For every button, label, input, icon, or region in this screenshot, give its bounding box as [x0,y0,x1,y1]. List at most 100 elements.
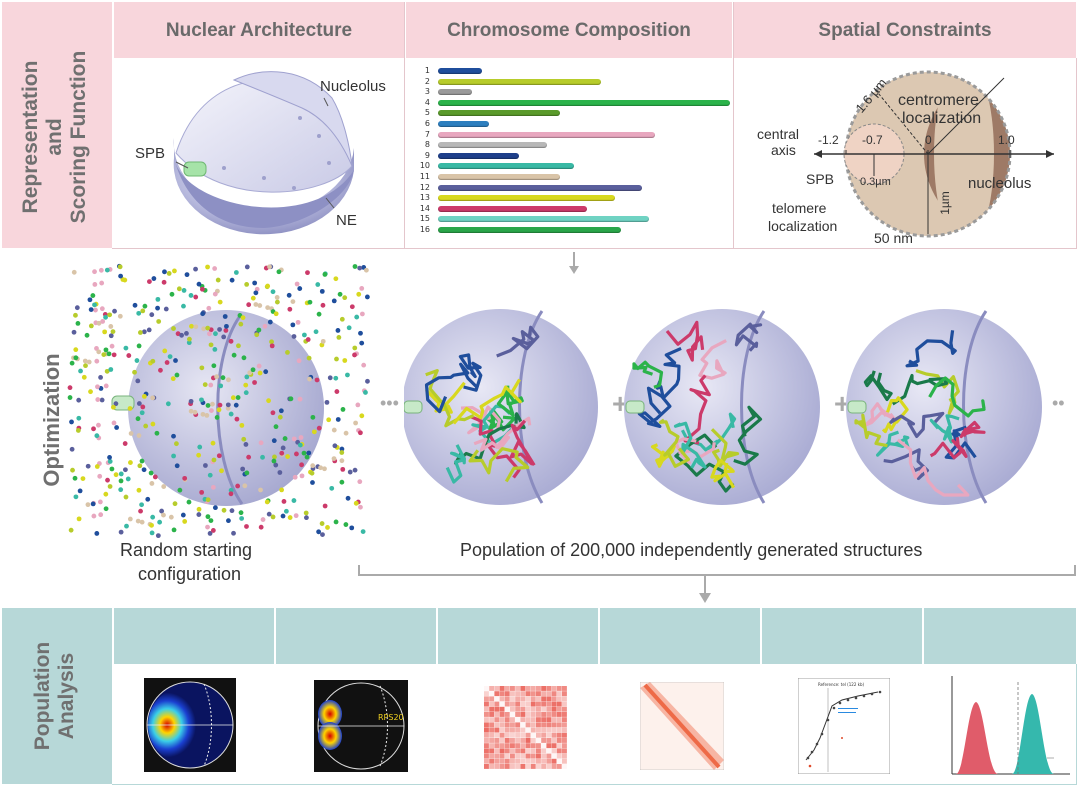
spb-spatial-label: SPB [806,171,835,187]
random-bead [118,529,124,535]
random-bead [271,458,277,464]
random-bead [92,269,97,275]
random-bead [200,411,206,417]
random-bead [69,446,75,452]
contact-cell [562,696,567,702]
random-bead [361,362,367,368]
random-bead [171,453,176,459]
random-bead [296,358,302,364]
contact-cell [494,727,500,733]
50nm-label: 50 nm [874,230,913,246]
random-bead [139,502,144,508]
structure-population-illustrations [404,309,1042,505]
random-bead [186,499,192,505]
chromosome-row-5: 5 [410,108,732,118]
random-bead [291,436,297,442]
random-bead [278,408,284,414]
random-bead [105,477,110,483]
random-bead [241,436,247,442]
random-bead [327,375,333,381]
random-bead [359,285,365,291]
chromosome-bar [438,163,574,170]
contact-cell [484,686,489,691]
random-bead [335,417,341,422]
random-bead [356,291,362,297]
random-bead [217,299,223,305]
contact-cell [562,722,567,728]
contact-cell [562,686,567,691]
chromosome-number: 13 [419,193,430,203]
contact-cell [541,732,547,738]
contact-cell [541,722,547,728]
chromosome-row-3: 3 [410,87,732,97]
chromosome-chain [891,373,949,406]
random-bead [242,483,248,489]
contact-cell [525,701,531,707]
random-bead [114,425,120,430]
nucleolus-shape [232,71,353,167]
random-bead [326,417,332,423]
random-bead [277,470,283,475]
random-bead [100,319,106,324]
random-bead [279,450,285,456]
chromosome-chain [710,428,740,468]
contact-cell [499,722,505,728]
chromosome-chain [905,330,957,368]
random-bead [137,330,143,335]
random-bead [90,293,96,298]
random-bead [238,510,244,516]
chromosome-bar [438,68,483,74]
random-bead [164,360,170,365]
random-bead [267,264,272,270]
random-bead [299,473,305,479]
chromosome-row-13: 13 [410,193,732,203]
random-bead [339,479,345,485]
random-bead [247,370,253,376]
telomere-label-1: telomere [772,200,827,216]
random-bead [122,467,128,473]
random-bead [125,476,131,482]
random-bead [231,352,237,358]
random-bead [215,277,221,283]
contact-cell [504,732,510,738]
random-bead [167,354,173,360]
random-bead [357,479,363,485]
chromosome-number: 10 [419,161,430,171]
random-bead [188,293,194,298]
random-bead [207,531,213,536]
random-bead [210,484,216,490]
random-bead [342,295,348,301]
random-bead [331,298,337,304]
random-bead [258,524,264,530]
contact-cell [499,753,505,759]
random-bead [196,512,202,517]
header-spatial-constraints-bg [734,2,1076,58]
chromosome-number: 8 [424,140,430,150]
random-bead [304,515,309,521]
contact-cell [562,706,567,712]
random-bead [260,517,266,522]
random-bead [359,340,365,346]
contact-cell [489,722,495,728]
random-bead [184,272,190,278]
chromosome-chain [632,360,664,389]
contact-cell [515,738,521,743]
contact-cell [546,753,552,759]
analysis-header-bg-1 [114,608,274,664]
random-bead [297,286,303,291]
random-bead [292,474,298,480]
chromosome-chain [658,418,690,468]
contact-cell [530,738,536,743]
random-bead [244,470,250,476]
random-bead [357,265,363,271]
random-bead [246,454,252,460]
random-bead [77,488,83,494]
random-bead [313,329,319,335]
random-bead [150,421,156,427]
random-bead [244,282,250,287]
contact-cell [551,717,557,723]
chromosome-chain [665,320,705,362]
random-bead [287,515,293,520]
analysis-header-bg-3 [438,608,598,664]
random-bead [331,456,337,461]
